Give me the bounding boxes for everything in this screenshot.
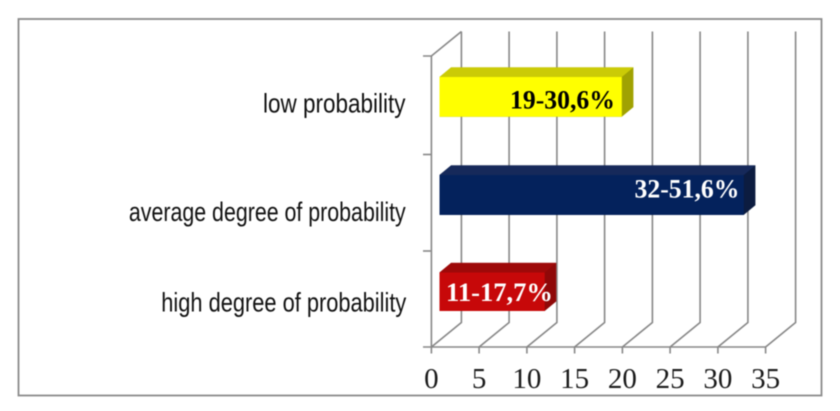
svg-text:35: 35 (751, 363, 780, 395)
svg-text:11-17,7%: 11-17,7% (446, 277, 553, 307)
svg-text:25: 25 (656, 363, 685, 395)
svg-text:low probability: low probability (263, 89, 406, 119)
svg-text:average degree of probability: average degree of probability (129, 197, 406, 227)
svg-text:19-30,6%: 19-30,6% (510, 84, 615, 114)
svg-text:0: 0 (424, 363, 439, 395)
svg-text:high degree of probability: high degree of probability (161, 288, 406, 318)
svg-text:32-51,6%: 32-51,6% (635, 174, 740, 204)
svg-text:30: 30 (703, 363, 732, 395)
svg-text:10: 10 (512, 363, 541, 395)
svg-text:20: 20 (608, 363, 637, 395)
svg-text:15: 15 (560, 363, 589, 395)
svg-text:5: 5 (472, 363, 487, 395)
